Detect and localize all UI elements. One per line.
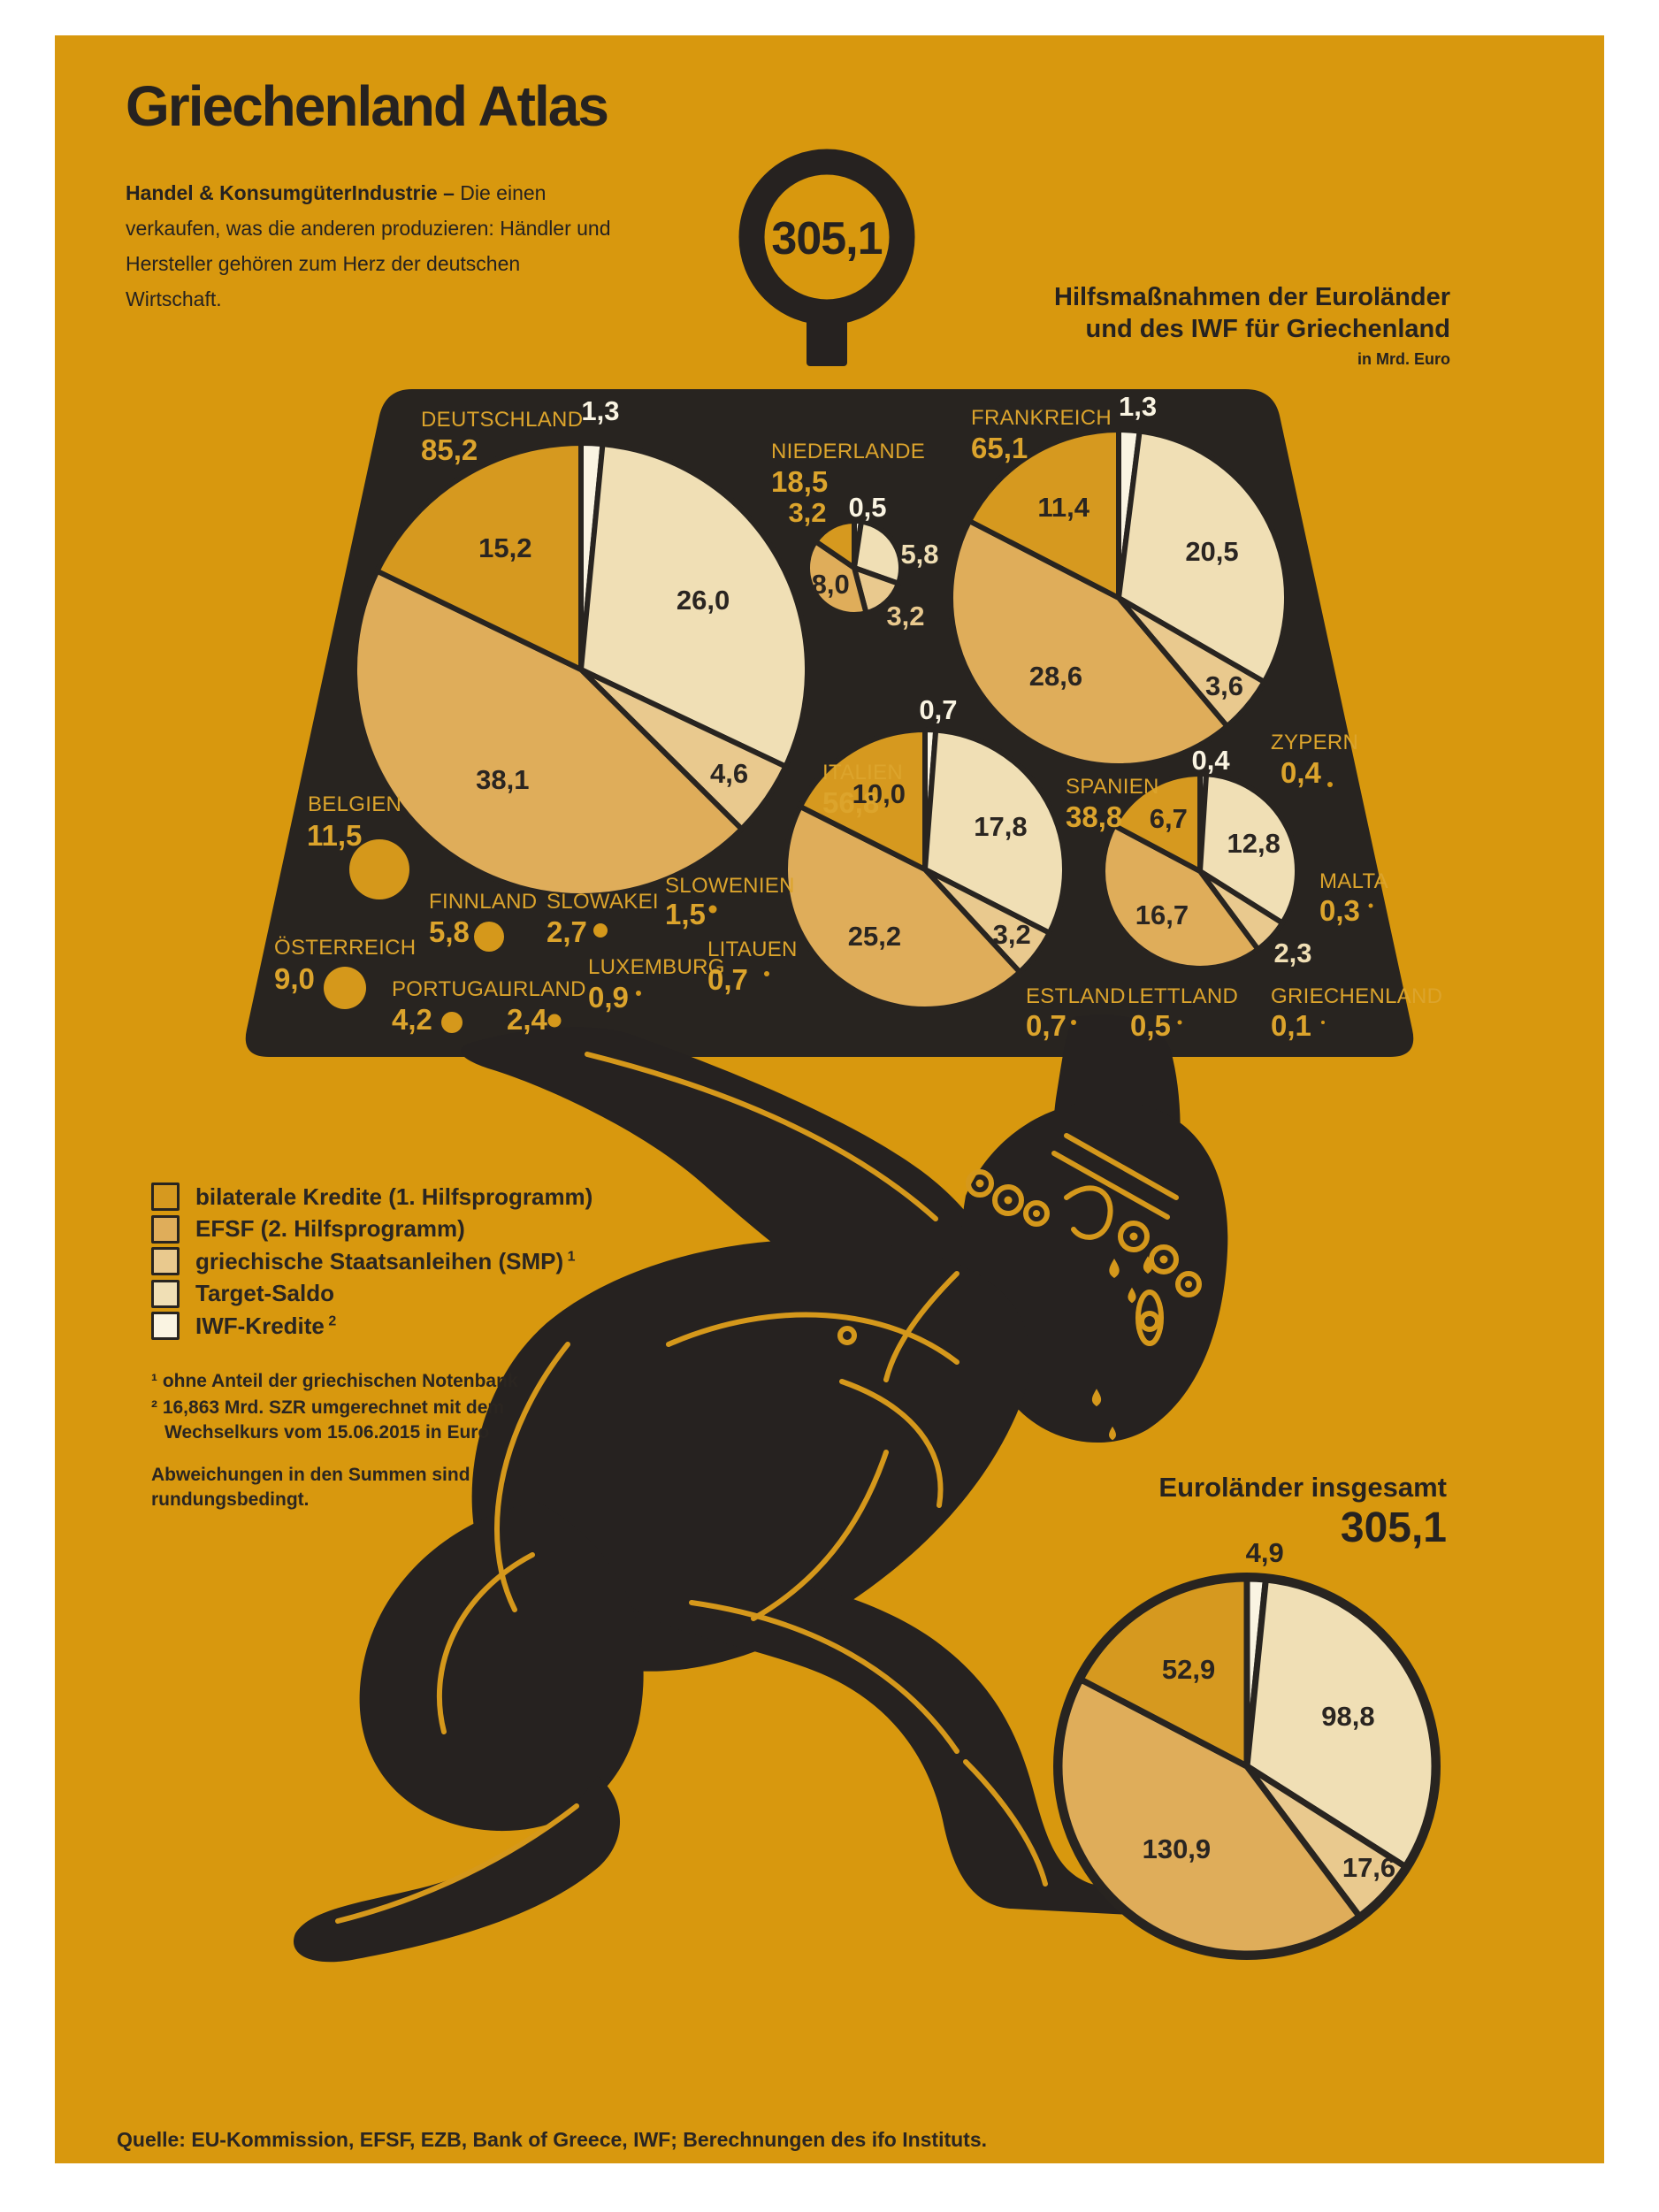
atlas-hair-curls [966, 1169, 1202, 1297]
slice-target [852, 518, 904, 586]
atlas-figure [293, 1014, 1228, 1963]
dot-slowakei [593, 923, 608, 938]
atlas-hip [359, 1502, 644, 1832]
slice-bilateral [374, 440, 584, 672]
slice-target [922, 727, 1067, 936]
dot-luxemburg [636, 991, 641, 996]
atlas-kneeling-leg [293, 1776, 621, 1963]
tear-drop [1143, 1256, 1153, 1274]
slice-bilateral [967, 427, 1121, 601]
magnifier-icon [738, 149, 915, 366]
tear-drop [1091, 1389, 1102, 1407]
dot-finnland [474, 922, 504, 952]
atlas-headband [1064, 1133, 1179, 1200]
tear-drop [1109, 1259, 1120, 1278]
pie-outline [1053, 1573, 1441, 1960]
dot-belgien [349, 839, 409, 899]
slice-efsf [783, 803, 1023, 1012]
atlas-torso [471, 1239, 1030, 1672]
slice-efsf [352, 568, 745, 899]
pie-charts [352, 427, 1441, 1960]
dot-österreich [324, 967, 366, 1009]
pie-euroländer-insgesamt [1053, 1573, 1441, 1960]
tear-drop [1128, 1287, 1136, 1304]
pie-spanien [1100, 770, 1300, 972]
atlas-tear-drops [1091, 1256, 1153, 1441]
pie-deutschland [352, 440, 810, 899]
dot-griechenland [1321, 1021, 1325, 1024]
dot-portugal [441, 1012, 463, 1033]
slice-efsf [1100, 823, 1261, 972]
slice-target [578, 441, 810, 769]
dot-irland [547, 1014, 562, 1028]
slice-bilateral [813, 518, 857, 570]
country-dots [324, 782, 1373, 1033]
slice-bilateral [1111, 771, 1203, 874]
dot-zypern [1327, 782, 1333, 787]
magnifier-ring [738, 149, 915, 325]
atlas-eye [1135, 1290, 1164, 1346]
atlas-nipple [837, 1326, 857, 1345]
pie-italien [783, 727, 1067, 1012]
dot-estland [1071, 1020, 1076, 1025]
dot-slowenien [708, 905, 717, 914]
atlas-front-leg [633, 1569, 1164, 1916]
pie-frankreich [947, 427, 1289, 769]
dot-lettland [1177, 1020, 1182, 1025]
pie-niederlande [805, 518, 904, 617]
tear-drop [1109, 1426, 1116, 1441]
atlas-ear [1064, 1185, 1113, 1240]
slice-bilateral [797, 727, 928, 872]
atlas-gold-contours [335, 1052, 1202, 1924]
slice-efsf [805, 539, 869, 617]
dot-malta [1368, 903, 1373, 908]
dot-litauen [764, 971, 769, 976]
slice-efsf [947, 518, 1230, 769]
